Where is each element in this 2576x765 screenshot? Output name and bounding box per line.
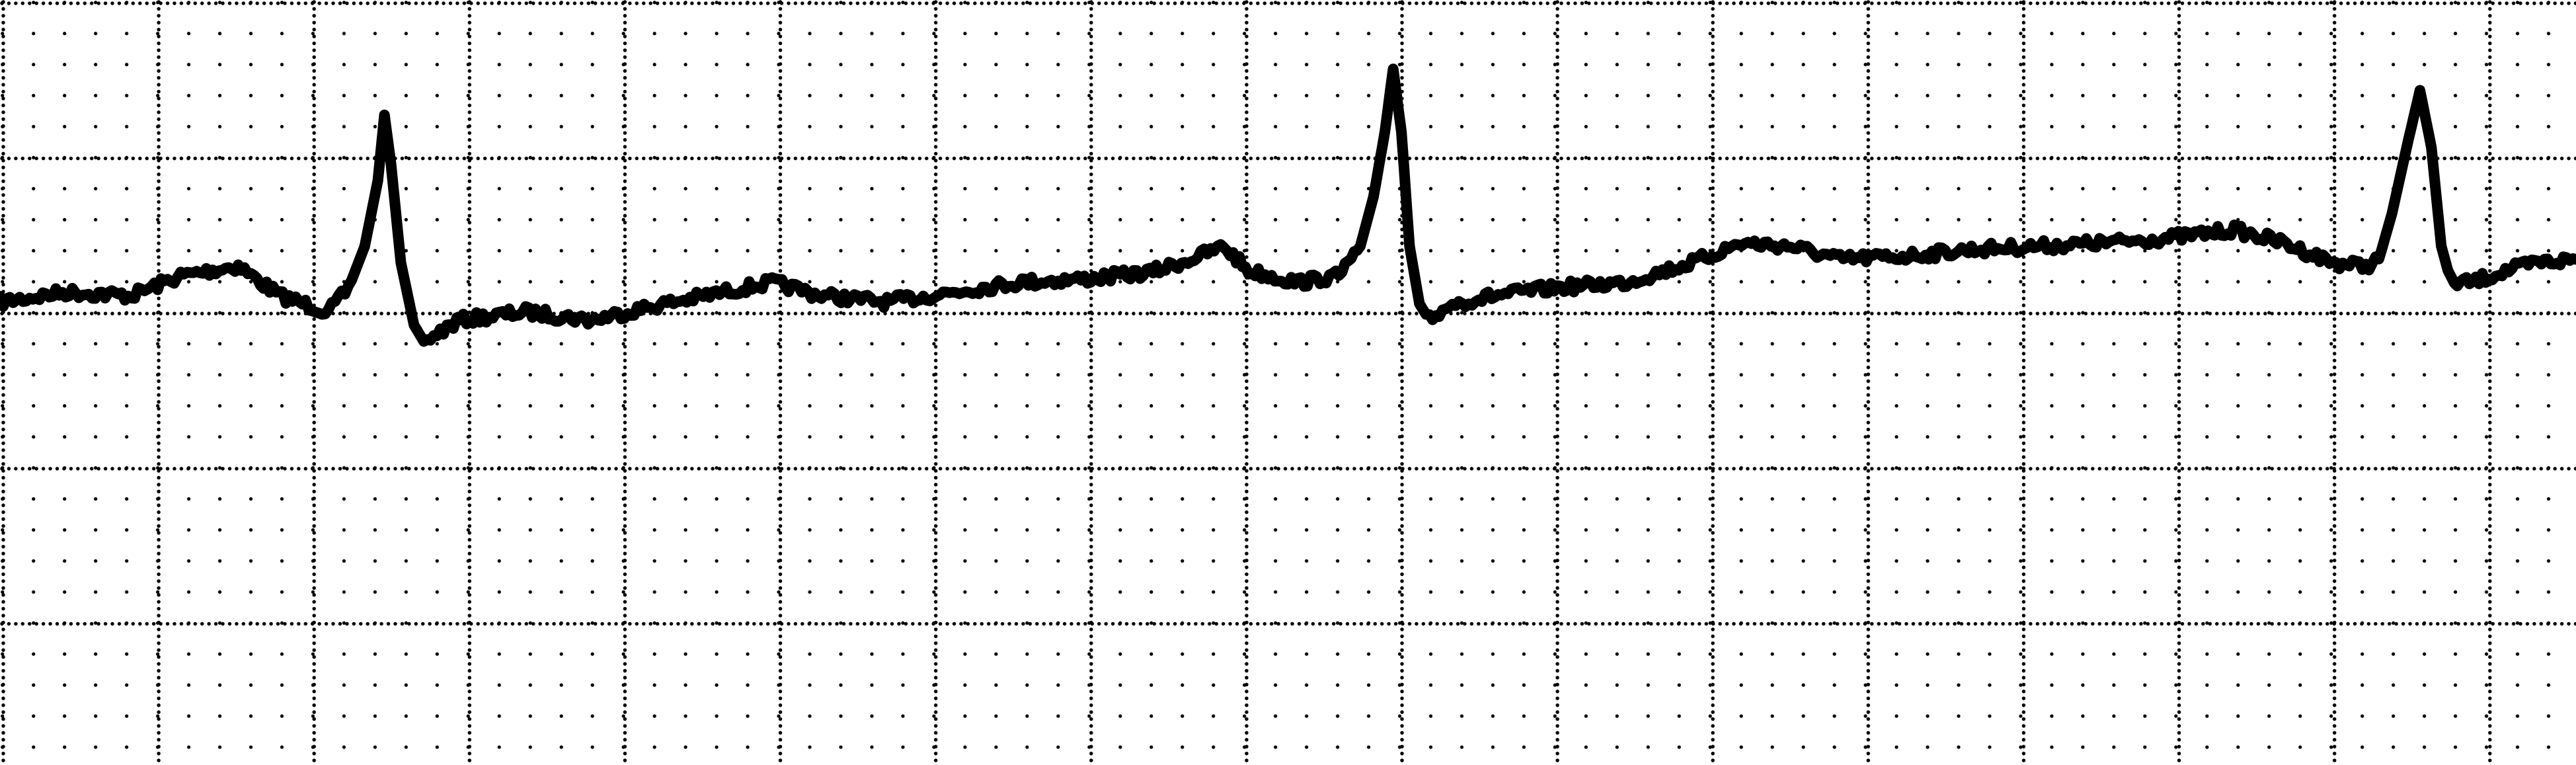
ecg-trace [0, 63, 2576, 347]
